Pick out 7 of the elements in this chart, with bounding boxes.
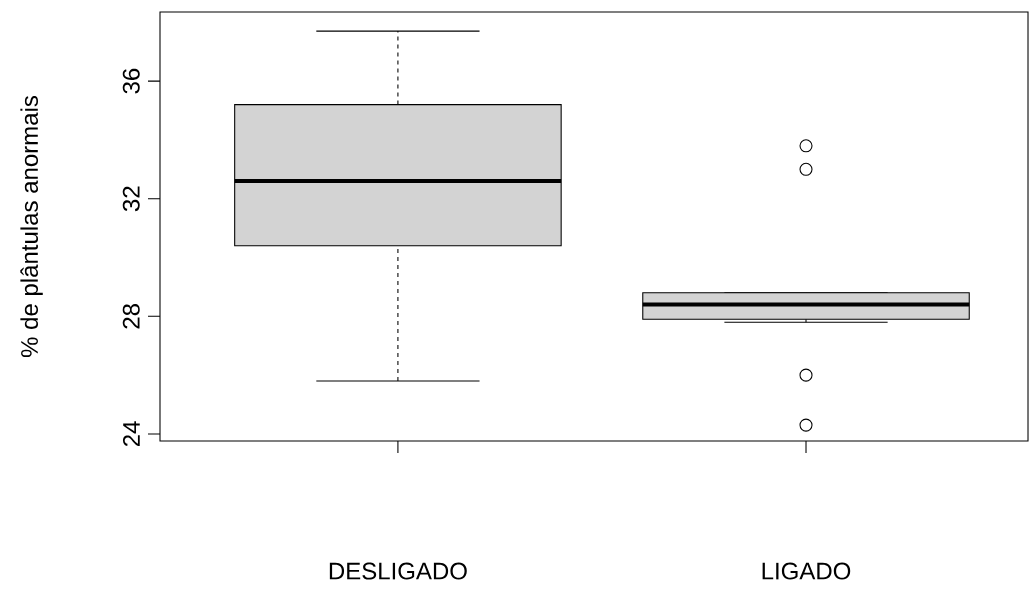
x-tick-label: DESLIGADO [329, 562, 467, 580]
y-tick-label: 24 [122, 421, 140, 447]
y-tick-label: 28 [122, 304, 140, 329]
y-tick-label: 32 [122, 186, 140, 212]
x-tick-label: LIGADO [762, 562, 851, 580]
y-axis-title: % de plântulas anormais [20, 96, 43, 358]
y-tick-label: 36 [122, 68, 140, 94]
